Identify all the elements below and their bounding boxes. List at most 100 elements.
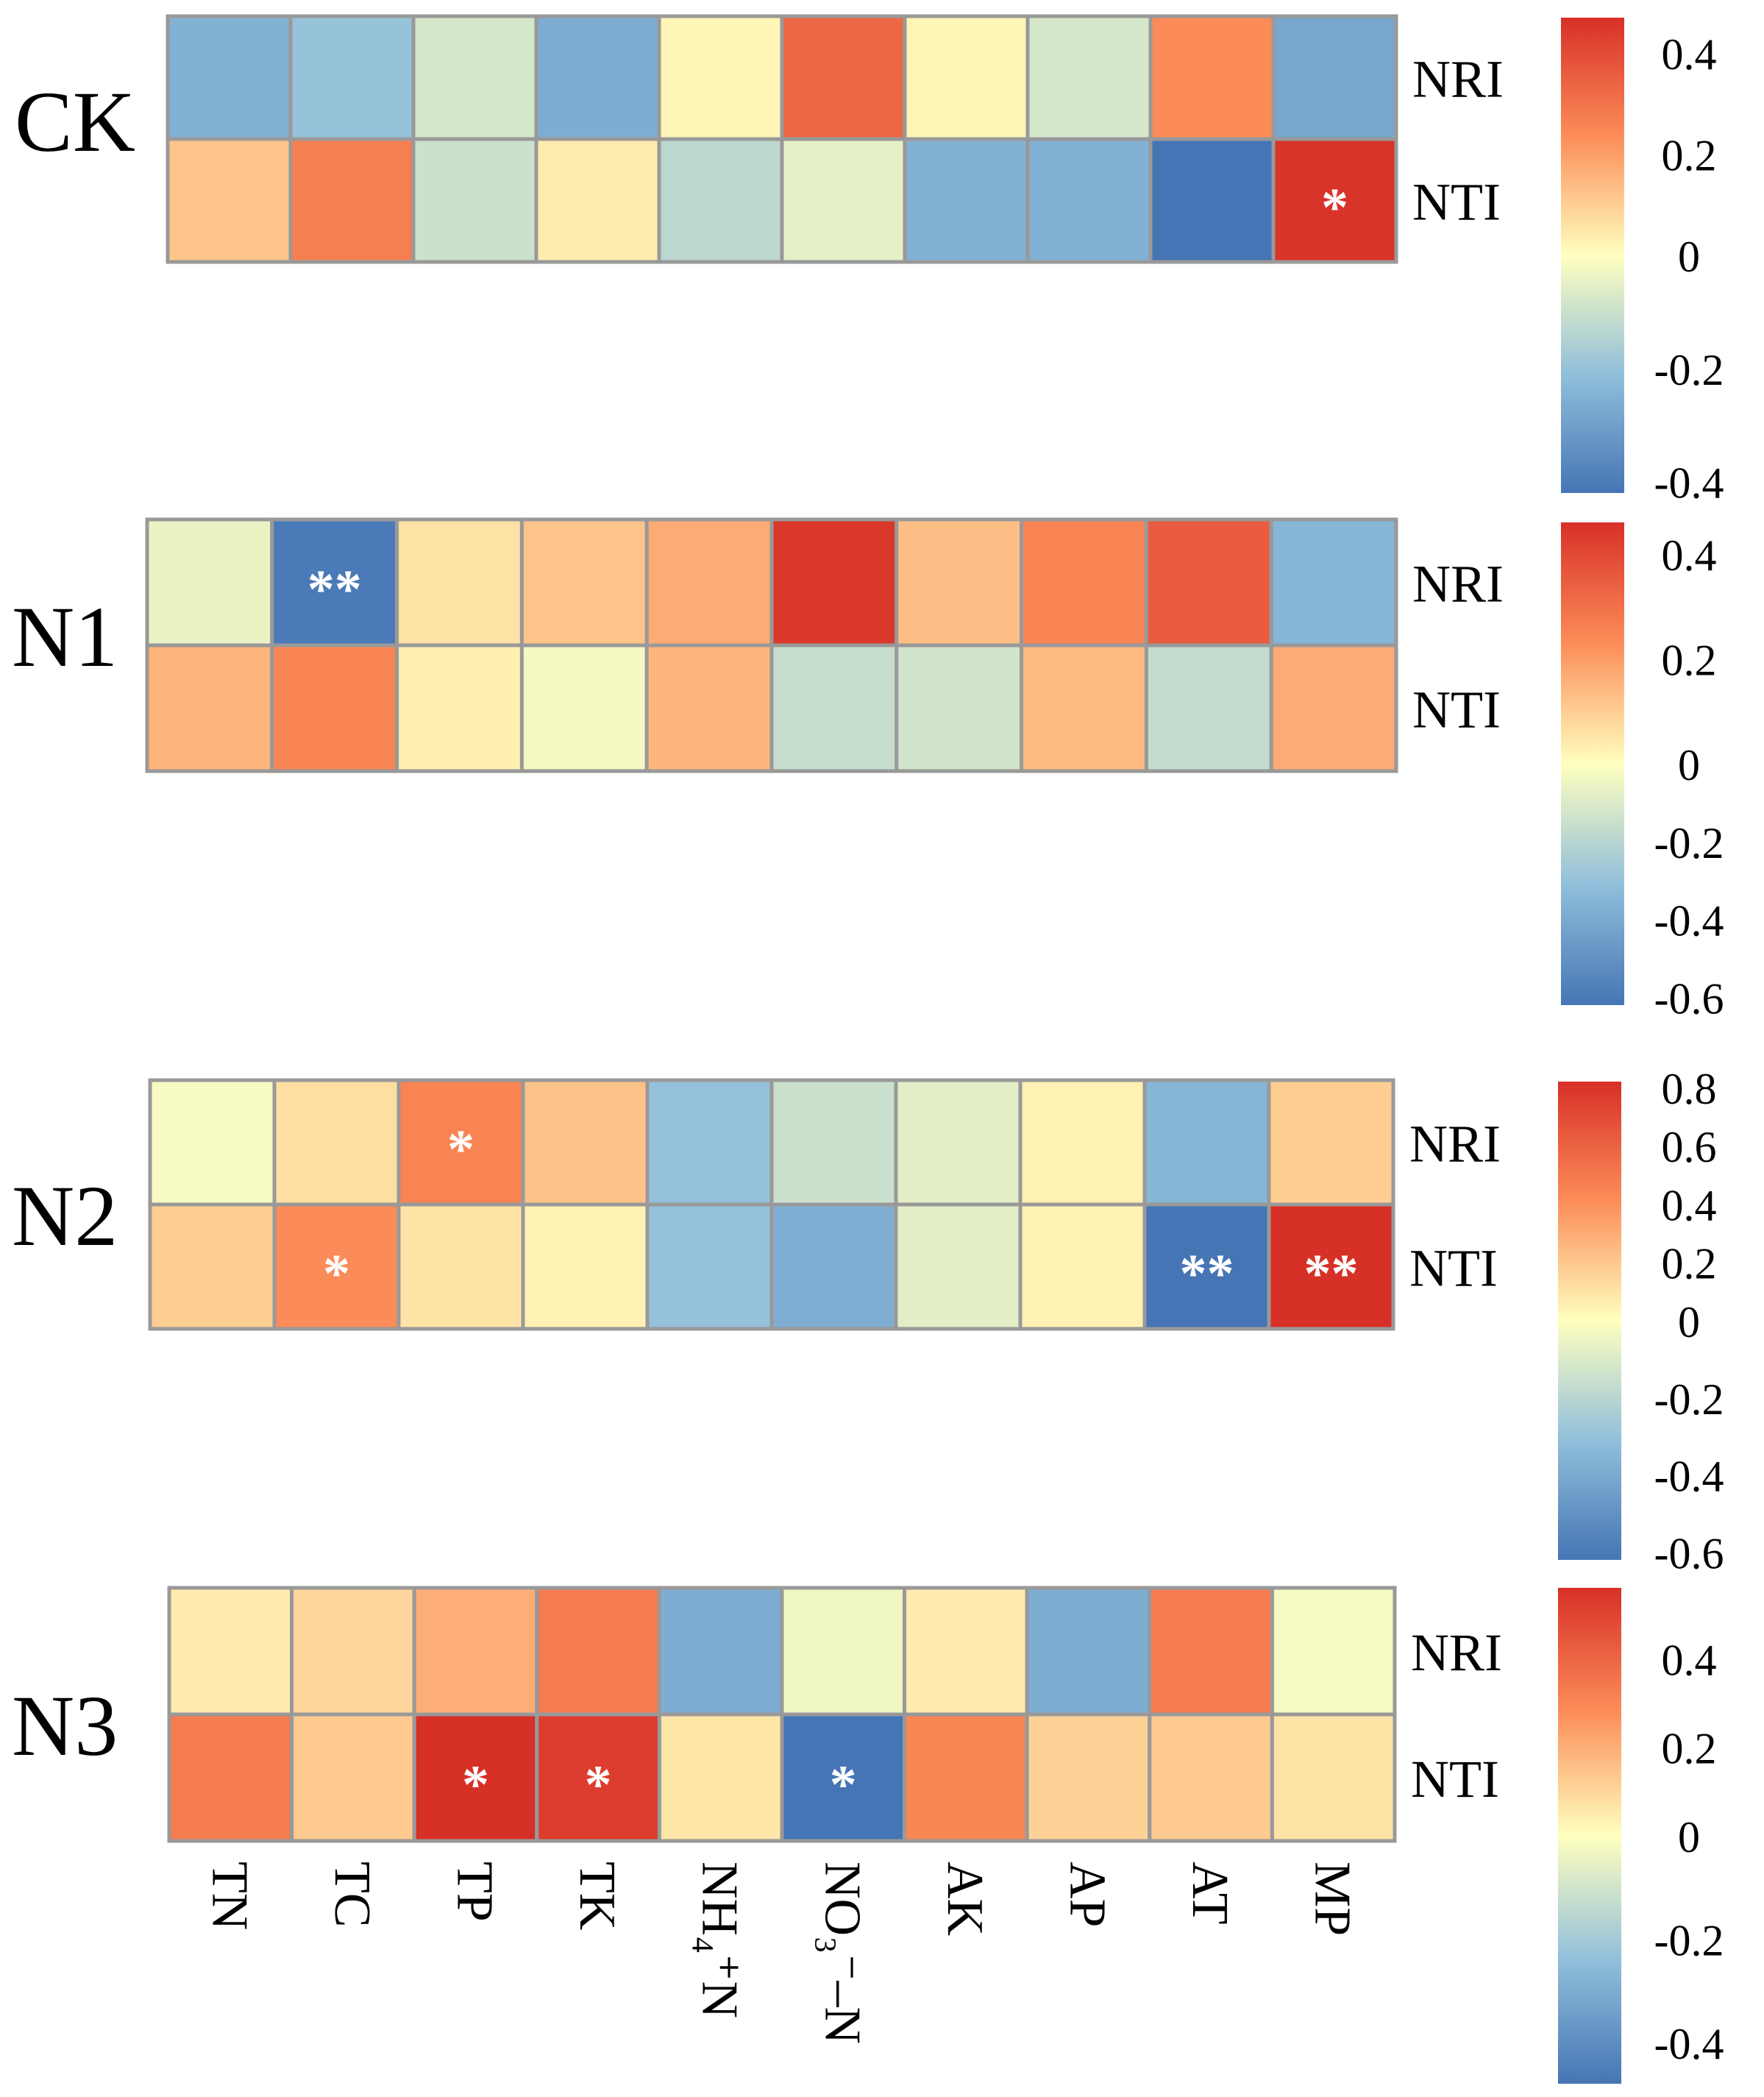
column-label: TP [447, 1862, 503, 1922]
colorbar-tick-label: -0.6 [1654, 974, 1724, 1023]
heatmap-cell [290, 1586, 416, 1717]
heatmap-cell [411, 14, 538, 141]
heatmap-cell [1020, 643, 1148, 773]
heatmap-cell [148, 1202, 277, 1331]
colorbar-tick-label: 0.2 [1662, 1725, 1717, 1773]
colorbar-tick-label: -0.6 [1654, 1530, 1724, 1578]
heatmap-cell [145, 517, 274, 647]
heatmap-cell [1267, 1202, 1395, 1331]
heatmap-cell [1148, 14, 1276, 141]
heatmap-cell [396, 1202, 525, 1331]
colorbar-tick-label: 0 [1678, 1813, 1700, 1862]
column-label: MP [1304, 1862, 1361, 1936]
heatmap-cell [769, 1202, 898, 1331]
panel-label: CK [15, 74, 135, 170]
colorbar [1558, 1082, 1621, 1560]
heatmap-cell [1148, 137, 1276, 264]
significance-mark: * [447, 1120, 474, 1180]
column-label: AT [1181, 1862, 1238, 1925]
column-label: AK [936, 1862, 993, 1936]
colorbar-tick-label: -0.4 [1654, 1452, 1724, 1501]
heatmap-cell [412, 1586, 539, 1717]
heatmap-cell [148, 1078, 277, 1207]
colorbar-tick-label: 0 [1678, 741, 1700, 790]
heatmap-cell [894, 1078, 1023, 1207]
column-label: NO₃⁻–N [814, 1862, 870, 2044]
heatmap-cell [1144, 643, 1273, 773]
heatmap-cell [769, 517, 899, 647]
colorbar-tick-label: 0 [1678, 1298, 1700, 1346]
heatmap-cell [657, 137, 784, 264]
heatmap-cell [395, 643, 524, 773]
heatmap-cell [270, 517, 399, 647]
heatmap-cell [535, 1586, 661, 1717]
heatmap-cell [521, 1202, 650, 1331]
colorbar-tick-label: 0.4 [1662, 531, 1717, 580]
panel-n1: N1 ** NRI NTI 0.4 0.2 0 -0.2 -0.4 -0.6 [12, 517, 1724, 1023]
significance-mark: * [323, 1244, 350, 1305]
column-label: TN [201, 1862, 257, 1930]
heatmap-cell [1025, 1586, 1152, 1717]
colorbar-tick-label: 0.8 [1662, 1065, 1717, 1113]
colorbar-tick-label: -0.2 [1654, 819, 1724, 867]
colorbar-tick-label: -0.2 [1654, 1916, 1724, 1965]
heatmap-cell [519, 517, 649, 647]
column-label: AP [1059, 1862, 1116, 1927]
heatmap-cell [1270, 1712, 1397, 1843]
row-label: NRI [1409, 1115, 1501, 1174]
colorbar [1561, 522, 1624, 1005]
heatmap-cell [657, 14, 784, 141]
significance-mark: * [1321, 178, 1348, 238]
heatmap-cell [534, 137, 661, 264]
colorbar-tick-label: 0.2 [1662, 1240, 1717, 1288]
heatmap-cell [412, 1712, 539, 1843]
heatmap-cell [769, 643, 899, 773]
heatmap-cell [780, 137, 907, 264]
colorbar-tick-label: 0.2 [1662, 132, 1717, 180]
colorbar-tick-label: 0.2 [1662, 636, 1717, 684]
row-label: NTI [1409, 1239, 1498, 1298]
heatmap-cell [780, 1712, 907, 1843]
row-label: NTI [1412, 681, 1501, 739]
heatmap-cell [644, 517, 774, 647]
heatmap-cell [1025, 14, 1153, 141]
heatmap-cell [272, 1078, 401, 1207]
panel-label: N1 [12, 589, 118, 685]
heatmap-cell [645, 1202, 774, 1331]
heatmap-cell [166, 14, 293, 141]
heatmap-cell [167, 1712, 294, 1843]
heatmap-cell [1142, 1078, 1271, 1207]
heatmap-cell [780, 14, 907, 141]
heatmap-cell [1271, 14, 1398, 141]
heatmap-cell [645, 1078, 774, 1207]
heatmap-cell [1025, 1712, 1152, 1843]
colorbar-tick-label: 0.6 [1662, 1123, 1717, 1171]
heatmap-cell [1148, 1586, 1274, 1717]
heatmap-cell [895, 643, 1024, 773]
colorbar-tick-label: -0.4 [1654, 459, 1724, 508]
heatmap-cell [903, 1712, 1029, 1843]
colorbar-tick-label: 0.4 [1662, 1181, 1717, 1230]
heatmap-cell [894, 1202, 1023, 1331]
row-label: NRI [1412, 555, 1504, 614]
heatmap-cell [1025, 137, 1153, 264]
heatmap-cell [1267, 1078, 1395, 1207]
panel-n3: N3 * * * NRI NTI 0.4 0.2 0 -0.2 -0.4 [12, 1586, 1724, 2084]
heatmap-cell [521, 1078, 650, 1207]
heatmap-cell [1269, 517, 1398, 647]
heatmap-cell [411, 137, 538, 264]
panel-ck: CK * NRI NTI 0.4 0.2 0 -0.2 -0.4 [15, 14, 1724, 508]
row-label: NRI [1411, 1623, 1502, 1682]
heatmap-cell [1142, 1202, 1271, 1331]
heatmap-cell [519, 643, 649, 773]
heatmap-cell [1270, 1586, 1397, 1717]
heatmap-cell [145, 643, 274, 773]
heatmap-cell [769, 1078, 898, 1207]
heatmap-cell [534, 14, 661, 141]
column-labels: TN TC TP TK NH₄⁺N NO₃⁻–N AK AP AT MP [201, 1862, 1360, 2044]
heatmap-cell [1020, 517, 1148, 647]
heatmap-cell [1018, 1202, 1147, 1331]
significance-mark: ** [1180, 1244, 1234, 1305]
